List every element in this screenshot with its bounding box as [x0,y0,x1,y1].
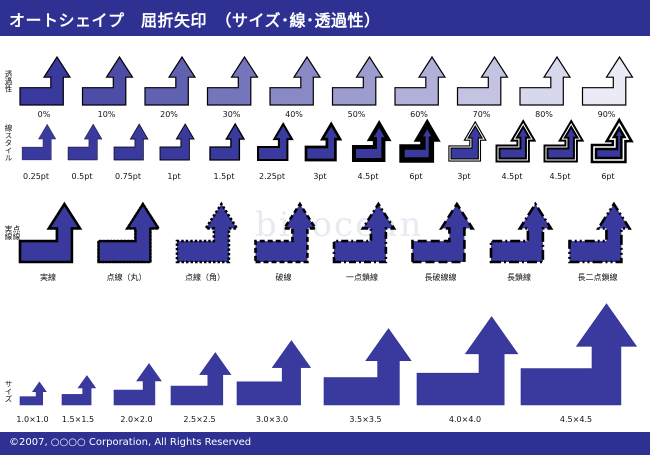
dash-arrow-3 [254,201,318,264]
line-style-label-1: 0.5pt [71,172,93,181]
dash-arrow-5 [411,201,475,264]
line-style-arrow-0 [21,123,57,161]
size-arrow-2 [113,363,162,406]
line-style-arrow-12-inner-line [593,122,630,161]
line-style-arrow-5 [256,121,294,162]
line-style-label-3: 1pt [167,172,181,181]
line-style-arrow-2 [113,123,149,161]
dash-label-5: 長破線線 [424,273,457,282]
dash-label-4: 一点鎖線 [346,273,378,282]
dash-arrow-6 [489,201,554,264]
dash-arrow-7 [568,201,632,264]
transparency-label-9: 90% [597,110,616,119]
row-label-dash-dotted: 点線 [12,225,21,240]
dash-arrow-4 [332,201,397,264]
size-label-2: 2.0×2.0 [120,415,153,424]
size-arrow-4 [236,340,312,406]
size-label-0: 1.0×1.0 [16,415,49,424]
transparency-arrow-7 [456,55,509,106]
line-style-label-2: 0.75pt [114,172,142,181]
dash-label-0: 実線 [40,273,56,282]
size-arrow-7 [520,303,638,406]
row-label-transparency: 透過性 [4,70,13,93]
dash-label-6: 長鎖線 [507,273,531,282]
line-style-label-8: 6pt [409,172,423,181]
row-label-size: サイズ [4,380,13,403]
dash-label-1: 点線（丸） [106,273,147,282]
transparency-arrow-6 [394,55,447,106]
size-label-5: 3.5×3.5 [349,415,382,424]
line-style-label-9: 3pt [457,172,471,181]
dash-arrow-1 [97,201,161,264]
size-arrow-1 [61,375,97,406]
transparency-arrow-2 [144,55,197,106]
line-style-label-11: 4.5pt [549,172,571,181]
transparency-label-7: 70% [472,110,491,119]
line-style-arrow-4 [209,122,246,161]
line-style-label-10: 4.5pt [501,172,523,181]
header-bar: オートシェイプ 屈折矢印 （サイズ･線･透過性） [0,0,650,36]
transparency-label-4: 40% [285,110,303,119]
row-label-dash-solid: 実線 [4,225,13,240]
line-style-arrow-6 [304,121,343,162]
transparency-label-5: 50% [347,110,366,119]
page-title: オートシェイプ 屈折矢印 （サイズ･線･透過性） [9,11,381,30]
line-style-arrow-1 [67,123,103,161]
line-style-label-6: 3pt [313,172,327,181]
line-style-arrow-10-inner-line [497,123,533,161]
line-style-label-7: 4.5pt [357,172,379,181]
row-label-line-style: 線スタイル [4,124,13,162]
copyright-text: ©2007, ○○○○ Corporation, All Rights Rese… [9,437,252,448]
line-style-label-5: 2.25pt [258,172,286,181]
transparency-arrow-9 [581,55,634,106]
size-arrow-0 [19,381,47,406]
line-style-arrow-11-inner-line [545,123,581,161]
line-style-arrow-8 [399,118,441,163]
line-style-arrow-3 [159,123,195,161]
dash-label-2: 点線（角） [185,273,225,282]
size-arrow-3 [170,352,232,406]
line-style-label-12: 6pt [601,172,615,181]
size-label-4: 3.0×3.0 [255,415,289,424]
transparency-label-0: 0% [37,110,51,119]
watermark: bizocean [255,205,424,245]
transparency-arrow-1 [81,55,134,106]
size-arrow-6 [416,316,519,406]
transparency-label-2: 20% [160,110,178,119]
size-label-3: 2.5×2.5 [183,415,216,424]
size-label-6: 4.0×4.0 [448,415,482,424]
transparency-arrow-5 [331,55,384,106]
footer-bar: ©2007, ○○○○ Corporation, All Rights Rese… [0,432,650,455]
line-style-label-4: 1.5pt [213,172,235,181]
line-style-arrow-9-inner-line [449,123,485,161]
line-style-arrow-7 [351,119,392,163]
transparency-arrow-8 [519,55,572,106]
dash-label-3: 破線 [275,273,292,282]
size-label-1: 1.5×1.5 [61,415,95,424]
size-arrow-5 [323,328,412,406]
line-style-label-0: 0.25pt [22,172,50,181]
size-label-7: 4.5×4.5 [559,415,593,424]
transparency-label-3: 30% [222,110,241,119]
transparency-arrow-4 [269,55,322,106]
dash-arrow-2 [175,201,240,264]
transparency-arrow-0 [19,55,72,106]
dash-label-7: 長二点鎖線 [577,273,618,282]
transparency-arrow-3 [206,55,259,106]
dash-arrow-0 [18,201,83,264]
transparency-label-8: 80% [535,110,553,119]
transparency-label-1: 10% [97,110,116,119]
transparency-label-6: 60% [410,110,428,119]
